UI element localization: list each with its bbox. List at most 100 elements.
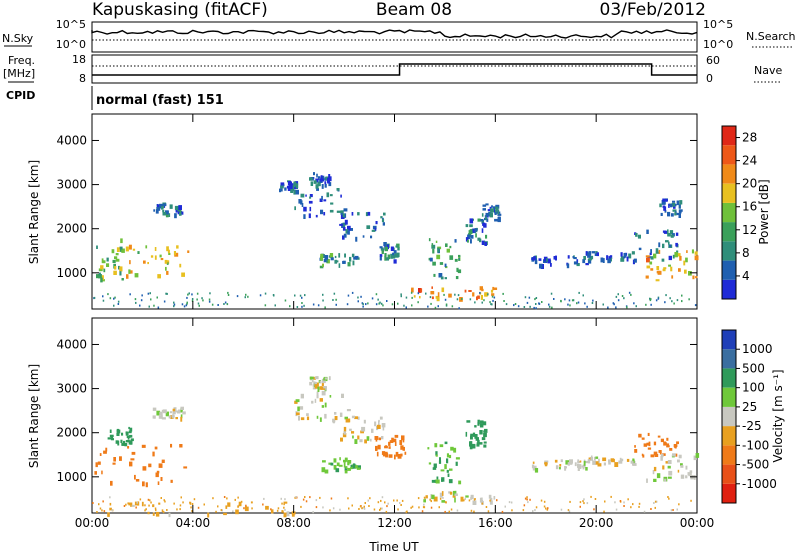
data-cell-10: [418, 288, 422, 293]
nave-tick-bottom: 0: [706, 72, 713, 85]
data-speck: [348, 507, 350, 510]
data-speck: [322, 299, 324, 302]
velocity-colorbar: 1000 500 100 25 -25 -100 -500 -1000: [721, 329, 777, 504]
data-cell-6: [347, 418, 351, 423]
data-cell-13: [632, 458, 635, 462]
data-cell-7: [330, 462, 334, 466]
data-cell-10: [436, 476, 439, 480]
data-speck: [538, 302, 541, 305]
data-cell-6: [320, 175, 323, 180]
data-cell-11: [480, 424, 482, 427]
data-cell-7: [381, 219, 385, 223]
data-cell-5: [321, 386, 325, 390]
data-speck: [564, 298, 566, 301]
data-speck: [545, 507, 547, 510]
data-speck: [560, 299, 562, 302]
data-cell-8: [326, 258, 330, 264]
data-speck: [375, 303, 378, 306]
freq-label: Freq.: [8, 54, 35, 67]
data-cell-5: [298, 199, 302, 204]
data-cell-6: [354, 439, 358, 444]
data-cell-2: [115, 440, 119, 444]
data-speck: [393, 499, 395, 502]
data-speck: [263, 497, 265, 500]
y-tick-label-3000: 3000: [56, 178, 87, 192]
data-speck: [451, 305, 454, 308]
data-cell-1: [156, 470, 160, 474]
data-cell-13: [489, 212, 493, 218]
data-cell-12: [483, 223, 487, 228]
data-cell-10: [439, 444, 444, 448]
data-cell-5: [303, 206, 307, 212]
data-speck: [657, 296, 660, 299]
data-cell-13: [632, 460, 634, 466]
data-cell-4: [289, 185, 292, 189]
data-speck: [603, 510, 605, 513]
data-cell-13: [595, 456, 599, 459]
data-cell-15: [667, 460, 672, 464]
data-speck: [487, 293, 489, 296]
data-speck: [593, 508, 595, 511]
data-speck: [362, 303, 364, 306]
data-cell-17: [692, 275, 695, 280]
data-cell-2: [125, 431, 129, 436]
data-speck: [221, 509, 223, 512]
data-speck: [380, 499, 382, 502]
data-cell-18: [662, 198, 666, 204]
data-speck: [226, 303, 229, 306]
data-cell-2: [159, 254, 162, 258]
data-cell-6: [366, 436, 370, 441]
data-cell-13: [486, 218, 489, 222]
data-cell-6: [379, 416, 383, 420]
y-tick-label-4000: 4000: [56, 337, 87, 351]
data-speck: [363, 507, 366, 510]
colorbar-tick-label-3: 16: [742, 200, 757, 214]
data-cell-9: [384, 253, 387, 257]
data-cell-14: [660, 438, 664, 443]
data-cell-17: [650, 268, 654, 271]
data-speck: [164, 500, 166, 503]
data-cell-16: [635, 233, 638, 237]
data-cell-9: [392, 252, 395, 256]
data-cell-7: [342, 213, 345, 218]
data-cell-11: [449, 245, 452, 249]
data-cell-15: [587, 253, 591, 258]
y-tick-label-3000: 3000: [56, 382, 87, 396]
data-speck: [474, 301, 476, 304]
data-cell-14: [573, 261, 578, 265]
data-cell-7: [342, 222, 347, 226]
data-cell-1: [113, 457, 116, 462]
data-cell-2: [124, 443, 128, 447]
data-cell-6: [382, 425, 385, 431]
data-cell-3: [161, 206, 164, 210]
data-speck: [103, 510, 106, 513]
data-speck: [617, 293, 619, 296]
data-cell-9: [381, 250, 384, 254]
data-speck: [458, 307, 460, 310]
data-cell-16: [107, 512, 110, 517]
data-speck: [665, 294, 667, 297]
data-cell-3: [180, 406, 184, 410]
data-speck: [553, 298, 555, 300]
data-cell-12: [567, 462, 570, 466]
data-cell-9: [431, 494, 435, 500]
data-cell-5: [321, 382, 324, 386]
data-cell-16: [109, 507, 112, 511]
data-speck: [339, 508, 341, 511]
data-speck: [197, 302, 200, 305]
data-speck: [136, 501, 138, 504]
data-speck: [623, 505, 625, 507]
data-cell-11: [432, 261, 436, 266]
data-cell-16: [638, 247, 642, 251]
data-cell-14: [650, 454, 655, 458]
data-cell-16: [161, 509, 164, 512]
data-cell-15: [602, 258, 605, 263]
data-cell-12: [481, 240, 486, 245]
data-cell-12: [484, 241, 487, 246]
data-cell-17: [674, 252, 678, 258]
data-speck: [496, 499, 498, 502]
data-cell-9: [464, 497, 466, 500]
data-speck: [191, 293, 193, 296]
data-speck: [548, 305, 551, 308]
data-cell-12: [577, 466, 580, 471]
